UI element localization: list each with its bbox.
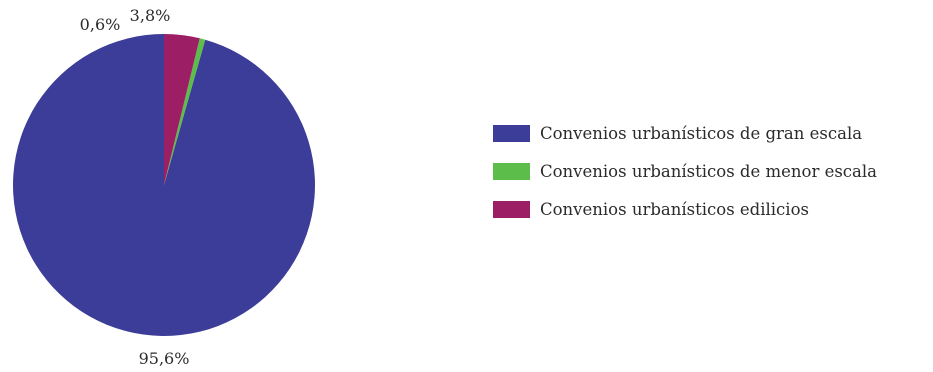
legend-item-gran-escala: Convenios urbanísticos de gran escala	[493, 120, 877, 146]
slice-label-edilicios: 3,8%	[130, 6, 171, 25]
pie-slice-menor-escala	[164, 38, 206, 186]
slice-label-gran-escala: 95,6%	[139, 349, 190, 368]
slice-label-menor-escala: 0,6%	[80, 15, 121, 34]
legend-item-menor-escala: Convenios urbanísticos de menor escala	[493, 158, 877, 184]
pie-slice-edilicios	[164, 34, 200, 185]
legend-label-gran-escala: Convenios urbanísticos de gran escala	[540, 123, 863, 143]
legend-label-edilicios: Convenios urbanísticos edilicios	[540, 199, 809, 219]
legend-item-edilicios: Convenios urbanísticos edilicios	[493, 196, 877, 222]
legend-swatch-gran-escala	[493, 124, 530, 142]
slice-labels: 95,6% 0,6% 3,8%	[80, 6, 190, 368]
pie-slices	[13, 34, 315, 336]
legend: Convenios urbanísticos de gran escala Co…	[493, 120, 877, 234]
legend-label-menor-escala: Convenios urbanísticos de menor escala	[540, 161, 878, 181]
legend-swatch-edilicios	[493, 200, 530, 218]
legend-swatch-menor-escala	[493, 162, 530, 180]
